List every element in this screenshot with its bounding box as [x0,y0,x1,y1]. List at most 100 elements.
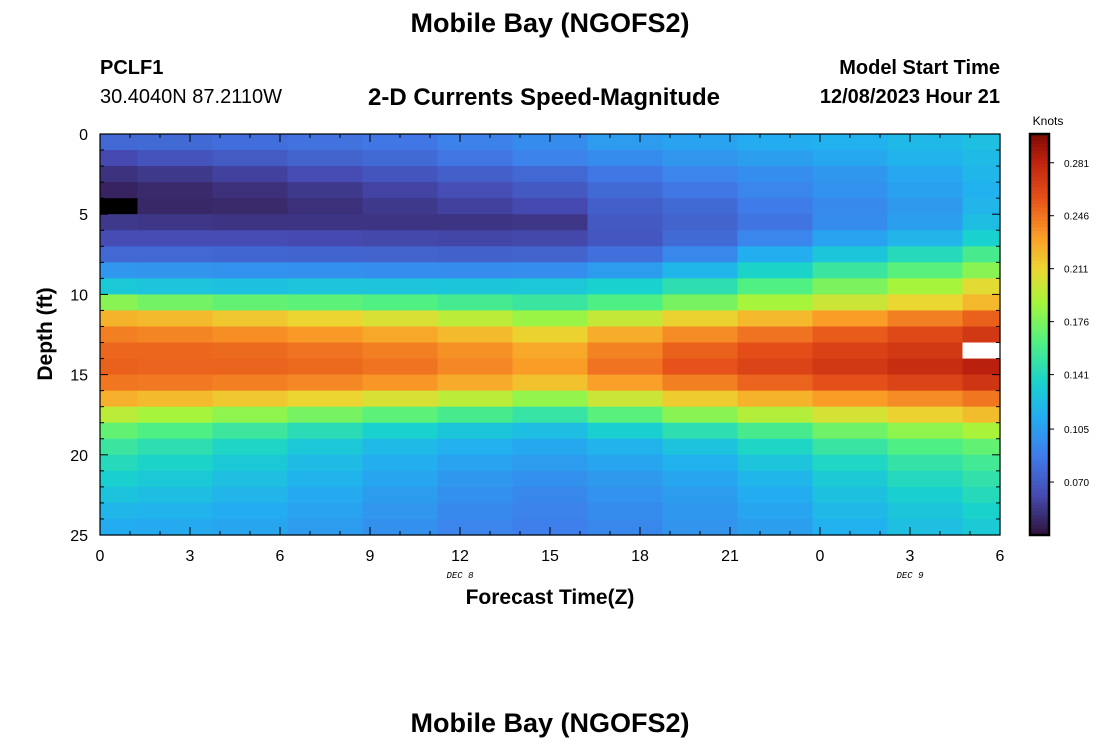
heatmap-cell [100,214,139,231]
colorbar-segment [1030,234,1049,239]
heatmap-cell [662,166,739,183]
heatmap-cell [437,294,514,312]
colorbar-segment [1030,277,1049,282]
heatmap-cell [512,150,589,167]
heatmap-cell [362,422,439,440]
heatmap-cell [437,454,514,472]
colorbar-segment [1030,387,1049,392]
heatmap-cell [662,390,739,408]
colorbar-segment [1030,464,1049,469]
heatmap-cell [137,518,214,536]
heatmap-cell [212,182,289,199]
heatmap-cell [212,214,289,231]
heatmap-cell [737,422,814,440]
heatmap-cell [812,310,889,328]
colorbar-segment [1030,167,1049,172]
colorbar-segment [1030,414,1049,419]
y-tick-label: 15 [70,368,88,385]
heatmap-cell [587,470,664,488]
x-axis: 0 3 6 9 12 15 18 21 0 3 6 DEC 8 DEC 9 [96,134,1005,581]
heatmap-cell [137,438,214,456]
colorbar-segment [1030,147,1049,152]
colorbar-segment [1030,458,1049,462]
heatmap-cell [737,326,814,344]
colorbar-segment [1030,264,1049,269]
colorbar-segment [1030,357,1049,362]
heatmap-cell [587,246,664,263]
heatmap-cell [887,214,964,231]
heatmap-cell [137,342,214,360]
heatmap-cell [362,294,439,312]
colorbar-frame [1028,132,1051,537]
date-label: DEC 9 [896,571,924,581]
heatmap-cell [812,166,889,183]
heatmap-cell [100,230,139,247]
x-tick-label: 6 [996,548,1005,565]
heatmap-cell [437,358,514,376]
heatmap-cell [587,150,664,167]
heatmap-cell [287,390,364,408]
heatmap-cell [100,326,139,344]
x-tick-label: 0 [96,548,105,565]
heatmap-cell [212,342,289,360]
y-tick-label: 20 [70,448,88,465]
heatmap-cell [137,326,214,344]
heatmap-cell [662,134,739,151]
heatmap-cell [587,358,664,376]
heatmap-cell [212,438,289,456]
heatmap-cell [100,246,139,263]
heatmap-cell [587,422,664,440]
heatmap-cell [962,294,1001,312]
colorbar-segment [1030,200,1049,205]
heatmap-cell [962,230,1001,247]
heatmap-cell [887,246,964,263]
colorbar-segment [1030,157,1049,162]
heatmap-cell [100,310,139,328]
heatmap-cell [137,166,214,183]
heatmap-cell [887,198,964,215]
x-tick-label: 15 [541,548,559,565]
colorbar-segment [1030,421,1049,426]
heatmap-cell [100,358,139,376]
heatmap-cell [100,518,139,536]
colorbar-segment [1030,404,1049,409]
heatmap-cell [887,406,964,424]
colorbar-segment [1030,494,1049,499]
colorbar-segment [1030,424,1049,429]
colorbar-segment [1030,160,1049,165]
heatmap-cell [212,422,289,440]
date-label: DEC 8 [446,571,474,581]
y-axis: 0 5 10 15 20 25 [70,127,1000,545]
heatmap-cell [662,518,739,536]
colorbar-segment [1030,394,1049,399]
heatmap-cell [362,182,439,199]
heatmap-cell [362,326,439,344]
heatmap-cell [362,502,439,520]
heatmap-cell [137,358,214,376]
heatmap-cell [362,230,439,247]
colorbar-segment [1030,230,1049,235]
heatmap-cell [137,198,214,215]
heatmap-cell [737,358,814,376]
colorbar-segment [1030,474,1049,479]
heatmap-cell [437,310,514,328]
heatmap-cell [287,310,364,328]
colorbar-segment [1030,134,1049,138]
heatmap-cell [287,502,364,520]
heatmap-cell [212,454,289,472]
heatmap-cell [362,134,439,151]
heatmap-cell [512,182,589,199]
heatmap-cell [212,486,289,504]
heatmap-cell [737,438,814,456]
colorbar-segment [1030,381,1049,386]
colorbar-segment [1030,408,1049,412]
colorbar-segment [1030,461,1049,466]
heatmap-cell [287,422,364,440]
x-tick-label: 3 [906,548,915,565]
heatmap-cell [212,470,289,488]
colorbar-segment [1030,508,1049,513]
heatmap-cell [287,262,364,279]
colorbar-segment [1030,291,1049,295]
heatmap-cell [812,454,889,472]
heatmap-cell [362,342,439,360]
